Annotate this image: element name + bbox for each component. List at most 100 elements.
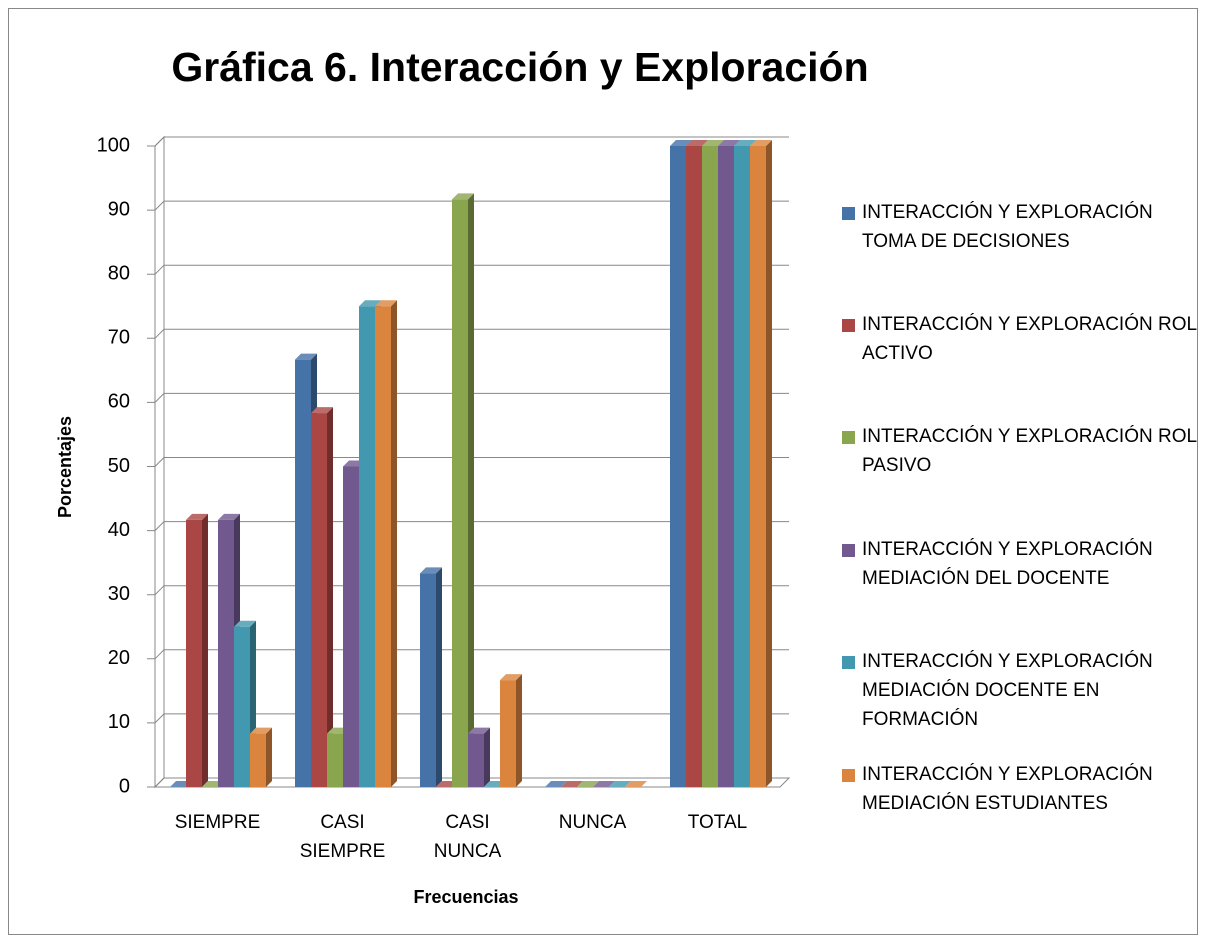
- bar-side: [436, 567, 442, 787]
- legend-swatch: [842, 769, 855, 782]
- legend-label: INTERACCIÓN Y EXPLORACIÓN MEDIACIÓN DOCE…: [862, 651, 1153, 730]
- grid-line: [147, 457, 789, 467]
- y-tick-label: 100: [97, 134, 130, 156]
- bar-front: [250, 733, 266, 787]
- grid-line: [147, 713, 789, 724]
- x-tick-label: TOTAL: [687, 812, 748, 833]
- bar-top: [670, 140, 692, 146]
- bar: [311, 407, 333, 787]
- x-axis-label: Frecuencias: [413, 887, 518, 907]
- bar-top: [234, 620, 256, 627]
- bar-top: [186, 513, 208, 520]
- bar-front: [343, 466, 359, 787]
- grid-line: [147, 328, 789, 339]
- bar: [500, 674, 522, 787]
- bar: [577, 781, 599, 787]
- bar-front: [186, 519, 202, 787]
- bar-front: [718, 146, 734, 787]
- bar-top: [500, 674, 522, 681]
- y-tick-label: 10: [108, 711, 130, 733]
- legend-label: INTERACCIÓN Y EXPLORACIÓN ROL PASIVO: [862, 426, 1197, 476]
- bar: [750, 140, 772, 787]
- y-tick-label: 30: [108, 583, 130, 605]
- bar-front: [452, 199, 468, 788]
- bar: [561, 781, 583, 787]
- bar-top: [561, 781, 583, 787]
- bar-top: [375, 300, 397, 307]
- y-tick-label: 90: [108, 198, 130, 220]
- y-tick-label: 60: [108, 391, 130, 413]
- bar-top: [625, 781, 647, 787]
- bar-top: [609, 781, 631, 787]
- bar-front: [686, 146, 702, 787]
- legend-label: INTERACCIÓN Y EXPLORACIÓN MEDIACIÓN ESTU…: [862, 764, 1153, 814]
- bar: [375, 300, 397, 787]
- bar-side: [327, 407, 333, 787]
- x-tick-label: CASI SIEMPRE: [299, 812, 386, 862]
- x-tick-label: CASI NUNCA: [433, 812, 502, 862]
- bar-top: [250, 727, 272, 734]
- bar-front: [670, 146, 686, 787]
- bar: [452, 193, 474, 788]
- bar-side: [266, 727, 272, 787]
- grid-line: [147, 521, 789, 532]
- legend-swatch: [842, 207, 855, 220]
- bar: [625, 781, 647, 787]
- bar-side: [468, 193, 474, 788]
- bar-top: [734, 140, 756, 146]
- bar: [186, 513, 208, 787]
- bar-top: [420, 567, 442, 574]
- bar-front: [327, 733, 343, 787]
- grid-line: [147, 200, 789, 211]
- bar-top: [593, 781, 615, 787]
- bar: [250, 727, 272, 787]
- bar-top: [750, 140, 772, 146]
- bar-top: [311, 407, 333, 414]
- bar-top: [577, 781, 599, 787]
- bar-top: [545, 781, 567, 787]
- bar-front: [295, 359, 311, 787]
- bar-front: [702, 146, 718, 787]
- bar-front: [359, 306, 375, 787]
- legend-label: INTERACCIÓN Y EXPLORACIÓN TOMA DE DECISI…: [862, 202, 1153, 252]
- y-tick-label: 0: [119, 775, 130, 797]
- bar-front: [420, 573, 436, 787]
- x-tick-label: NUNCA: [558, 812, 627, 833]
- legend-label: INTERACCIÓN Y EXPLORACIÓN MEDIACIÓN DEL …: [862, 539, 1153, 589]
- bar: [468, 727, 490, 787]
- bar-front: [375, 306, 391, 787]
- grid-line: [147, 136, 789, 147]
- y-tick-label: 70: [108, 327, 130, 349]
- bar-front: [234, 626, 250, 787]
- legend-label: INTERACCIÓN Y EXPLORACIÓN ROL ACTIVO: [862, 314, 1197, 364]
- grid-line: [147, 649, 789, 660]
- grid-line: [147, 264, 789, 275]
- grid-line: [147, 392, 789, 403]
- bar-top: [218, 513, 240, 520]
- bar: [609, 781, 631, 787]
- y-tick-label: 80: [108, 262, 130, 284]
- y-tick-label: 50: [108, 455, 130, 477]
- bar-side: [484, 727, 490, 787]
- bar: [420, 567, 442, 787]
- bar-front: [734, 146, 750, 787]
- grid-line: [147, 585, 789, 596]
- bar-side: [391, 300, 397, 787]
- legend-swatch: [842, 656, 855, 669]
- bar-top: [452, 193, 474, 200]
- bar-side: [202, 513, 208, 787]
- bar-front: [468, 733, 484, 787]
- bar-front: [500, 680, 516, 787]
- legend-swatch: [842, 544, 855, 557]
- bar-top: [359, 300, 381, 307]
- bar-front: [750, 146, 766, 787]
- y-tick-label: 40: [108, 519, 130, 541]
- legend-swatch: [842, 319, 855, 332]
- bar-top: [702, 140, 724, 146]
- bar-top: [468, 727, 490, 734]
- bar-front: [311, 413, 327, 787]
- bar: [545, 781, 567, 787]
- bar-front: [218, 519, 234, 787]
